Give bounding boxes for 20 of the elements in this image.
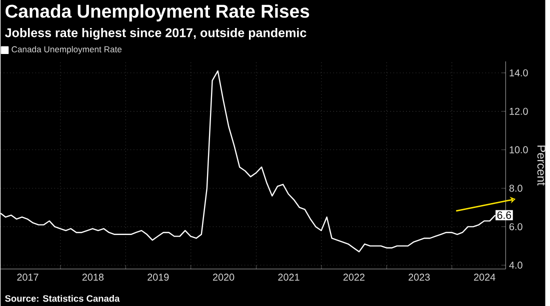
x-tick-label: 2017 [17,274,38,281]
source-note: Source: Statistics Canada [5,294,120,302]
chart-title: Canada Unemployment Rate Rises [6,4,310,22]
annotation: 6.6 [497,211,512,219]
y-tick-label: 14.0 [510,69,528,76]
x-tick-label: 2022 [343,274,364,281]
chart-subtitle: Jobless rate highest since 2017, outside pandemic [5,28,306,40]
x-tick-label: 2019 [148,274,169,281]
x-tick-label: 2018 [82,274,104,281]
y-tick-label: 10.0 [510,146,528,154]
x-tick-label: 2021 [278,274,300,281]
legend-label: Canada Unemployment Rate [12,46,122,54]
x-tick-label: 2024 [474,274,496,281]
y-axis-title: Percent [537,146,546,186]
y-tick-label: 8.0 [509,184,522,192]
x-tick-label: 2023 [408,274,430,281]
y-tick-label: 12.0 [510,108,528,115]
y-tick-label: 6.0 [509,223,522,230]
x-tick-label: 2020 [213,274,234,281]
y-tick-label: 4.0 [509,262,522,269]
